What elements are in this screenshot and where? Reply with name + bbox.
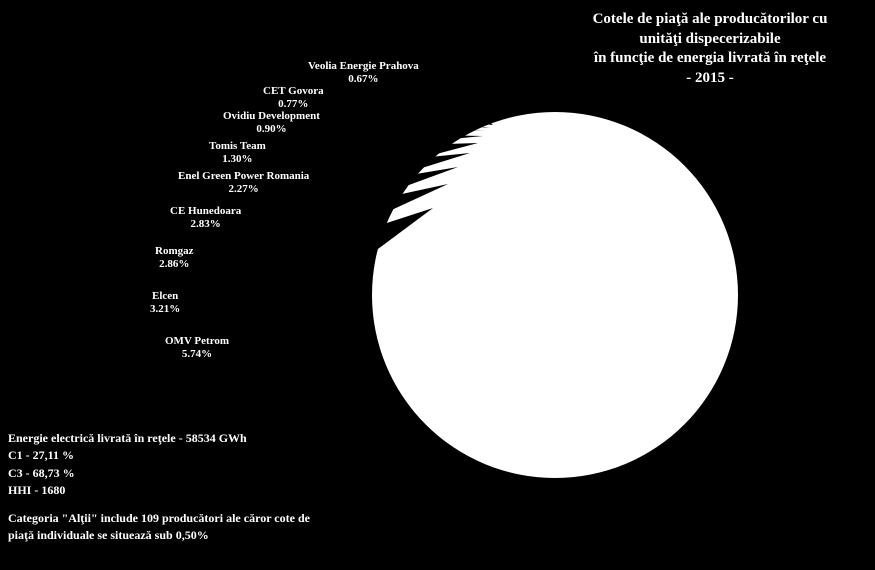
slice-value: 0.77% <box>263 98 324 111</box>
slice-value: 0.67% <box>308 73 419 86</box>
footer-note-line: piaţă individuale se situează sub 0,50% <box>8 527 310 544</box>
slice-label: Elcen3.21% <box>150 290 180 315</box>
slice-label: Enel Green Power Romania2.27% <box>178 170 309 195</box>
slice-value: 3.21% <box>150 303 180 316</box>
footer-stat-line: Energie electrică livrată în reţele - 58… <box>8 430 247 447</box>
footer-stat-line: C3 - 68,73 % <box>8 465 247 482</box>
slice-value: 2.83% <box>170 218 241 231</box>
slice-label: CE Hunedoara2.83% <box>170 205 241 230</box>
leader-line <box>330 125 486 131</box>
slice-name: CE Hunedoara <box>170 205 241 218</box>
footer-stat-line: C1 - 27,11 % <box>8 447 247 464</box>
slice-label: Tomis Team1.30% <box>209 140 266 165</box>
slice-name: Elcen <box>150 290 180 303</box>
slice-name: Tomis Team <box>209 140 266 153</box>
slice-name: Romgaz <box>155 245 194 258</box>
slice-label: OMV Petrom5.74% <box>165 335 229 360</box>
pie-disc <box>372 112 738 478</box>
slice-name: CET Govora <box>263 85 324 98</box>
footer-note: Categoria "Alţii" include 109 producător… <box>8 510 310 545</box>
slice-label: Veolia Energie Prahova0.67% <box>308 60 419 85</box>
footer-note-line: Categoria "Alţii" include 109 producător… <box>8 510 310 527</box>
footer-stats: Energie electrică livrată în reţele - 58… <box>8 430 247 500</box>
leader-line <box>432 74 493 125</box>
slice-name: Veolia Energie Prahova <box>308 60 419 73</box>
slice-value: 1.30% <box>209 153 266 166</box>
slice-value: 2.86% <box>155 258 194 271</box>
footer-stat-line: HHI - 1680 <box>8 482 247 499</box>
slice-name: Ovidiu Development <box>223 110 320 123</box>
slice-label: CET Govora0.77% <box>263 85 324 110</box>
slice-value: 2.27% <box>178 183 309 196</box>
slice-value: 0.90% <box>223 123 320 136</box>
slice-name: OMV Petrom <box>165 335 229 348</box>
slice-name: Enel Green Power Romania <box>178 170 309 183</box>
slice-label: Ovidiu Development0.90% <box>223 110 320 135</box>
slice-label: Romgaz2.86% <box>155 245 194 270</box>
slice-value: 5.74% <box>165 348 229 361</box>
